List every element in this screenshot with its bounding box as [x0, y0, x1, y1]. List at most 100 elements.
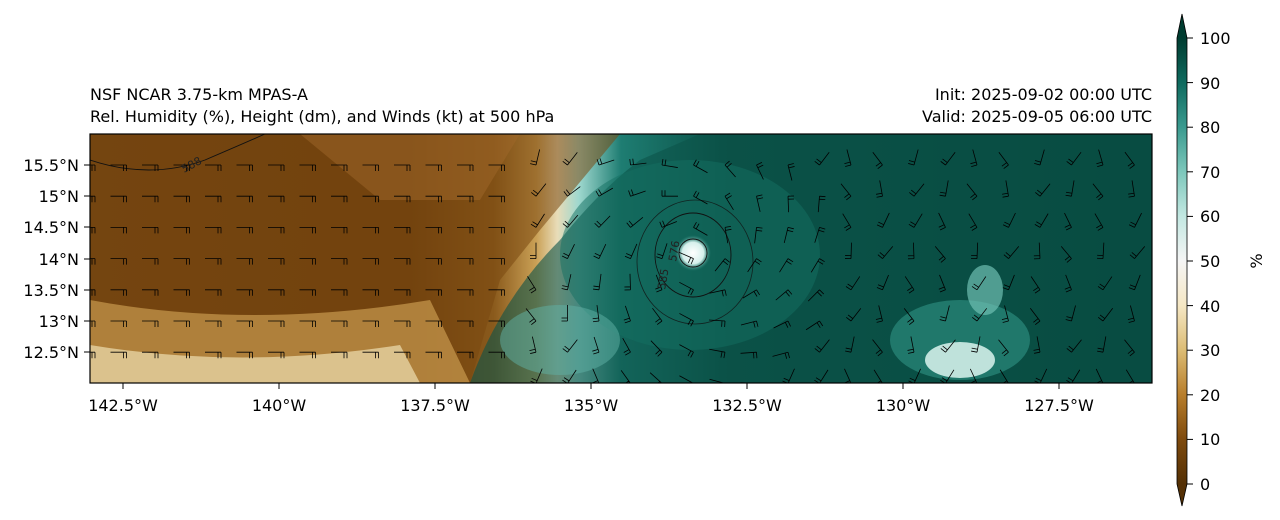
wind-barb [394, 351, 411, 359]
wind-barb [842, 213, 852, 231]
wind-barb [1066, 151, 1082, 166]
wind-barb [1002, 212, 1016, 228]
wind-barb [457, 164, 474, 171]
wind-barb [90, 195, 96, 203]
wind-barb [817, 195, 826, 213]
colorbar-gradient [1177, 38, 1187, 484]
wind-barb [79, 383, 95, 389]
wind-barb [971, 308, 988, 322]
wind-barb [650, 340, 663, 357]
wind-barb [1096, 242, 1105, 259]
wind-barb [425, 164, 442, 171]
lon-tick-label: 127.5°W [1024, 396, 1094, 415]
lon-axis: 142.5°W 140°W 137.5°W 135°W 132.5°W 130°… [88, 383, 1094, 415]
wind-barb [394, 289, 411, 296]
wind-barb [844, 149, 852, 167]
wind-barb [173, 258, 190, 265]
wind-barb [1128, 274, 1141, 291]
wind-barb [457, 383, 473, 389]
wind-barb [561, 274, 572, 291]
wind-barb [655, 274, 663, 293]
wind-barb [561, 244, 575, 259]
wind-barb [173, 351, 190, 359]
valid-time: Valid: 2025-09-05 06:00 UTC [921, 107, 1152, 126]
wind-barb [971, 336, 981, 353]
wind-barb [268, 383, 284, 389]
colorbar-tick-label: 100 [1200, 29, 1231, 48]
wind-barb [939, 305, 950, 322]
field-description: Rel. Humidity (%), Height (dm), and Wind… [90, 107, 555, 126]
wind-barb [527, 276, 537, 294]
wind-barb [624, 243, 638, 259]
colorbar-unit-label: % [1247, 253, 1266, 268]
wind-barb [998, 151, 1009, 169]
colorbar-tick-label: 30 [1200, 341, 1220, 360]
colorbar-tick-label: 70 [1200, 163, 1220, 182]
wind-barb [205, 320, 222, 327]
wind-barb [622, 338, 631, 356]
wind-barb [814, 152, 830, 166]
humidity-field [79, 134, 1152, 389]
lat-tick-label: 12.5°N [23, 343, 79, 362]
wind-barb [872, 339, 883, 357]
wind-barb [173, 289, 190, 296]
wind-barb [875, 305, 883, 323]
wind-barb [174, 383, 190, 389]
wind-barb [562, 152, 578, 166]
wind-barb [331, 195, 348, 203]
wind-barb [205, 289, 222, 296]
wind-barb [425, 320, 442, 327]
wind-barb [652, 307, 663, 325]
wind-barb [626, 217, 644, 228]
colorbar-tick-label: 0 [1200, 475, 1210, 494]
lat-tick-label: 13.5°N [23, 281, 79, 300]
wind-barb [110, 164, 127, 171]
wind-barb [709, 348, 726, 359]
wind-barb [236, 195, 253, 203]
wind-barb [934, 246, 946, 263]
wind-barb [966, 183, 978, 201]
lon-tick-label: 140°W [252, 396, 307, 415]
wind-barb [90, 320, 96, 327]
wind-barb [679, 344, 694, 358]
wind-barb [845, 336, 855, 353]
wind-barb [299, 320, 316, 327]
wind-barb [1064, 212, 1072, 231]
wind-barb [331, 320, 348, 327]
wind-barb [1033, 242, 1041, 260]
wind-barb [907, 242, 915, 260]
wind-barb [425, 289, 442, 296]
wind-barb [394, 320, 411, 327]
wind-barb [724, 225, 732, 244]
wind-barb [779, 258, 794, 273]
wind-barb [425, 227, 442, 234]
wind-barb [814, 227, 826, 243]
wind-barb [488, 164, 505, 171]
wind-barb [331, 258, 348, 265]
wind-barb [907, 336, 915, 354]
wind-barb [1003, 246, 1020, 259]
wind-barb [939, 180, 949, 197]
wind-barb [679, 313, 694, 327]
colorbar-ticks: 0 10 20 30 40 50 60 70 80 90 100 [1187, 29, 1231, 494]
wind-barb [1065, 305, 1076, 322]
wind-barb [656, 243, 668, 259]
wind-barb [394, 383, 410, 389]
wind-barb [362, 195, 379, 203]
wind-barbs [79, 149, 1146, 389]
wind-barb [661, 159, 678, 168]
wind-barb [787, 163, 795, 181]
wind-barb [742, 289, 760, 299]
wind-barb [331, 289, 348, 296]
wind-barb [299, 289, 316, 296]
colorbar-tick-label: 50 [1200, 252, 1220, 271]
wind-barb [1097, 308, 1114, 322]
wind-barb [693, 190, 708, 205]
wind-barb [142, 320, 159, 327]
wind-barb [1128, 180, 1135, 198]
wind-barb [331, 351, 348, 359]
wind-barb [488, 258, 505, 265]
wind-barb [754, 227, 763, 244]
wind-barb [846, 308, 862, 322]
wind-barb [110, 227, 127, 234]
